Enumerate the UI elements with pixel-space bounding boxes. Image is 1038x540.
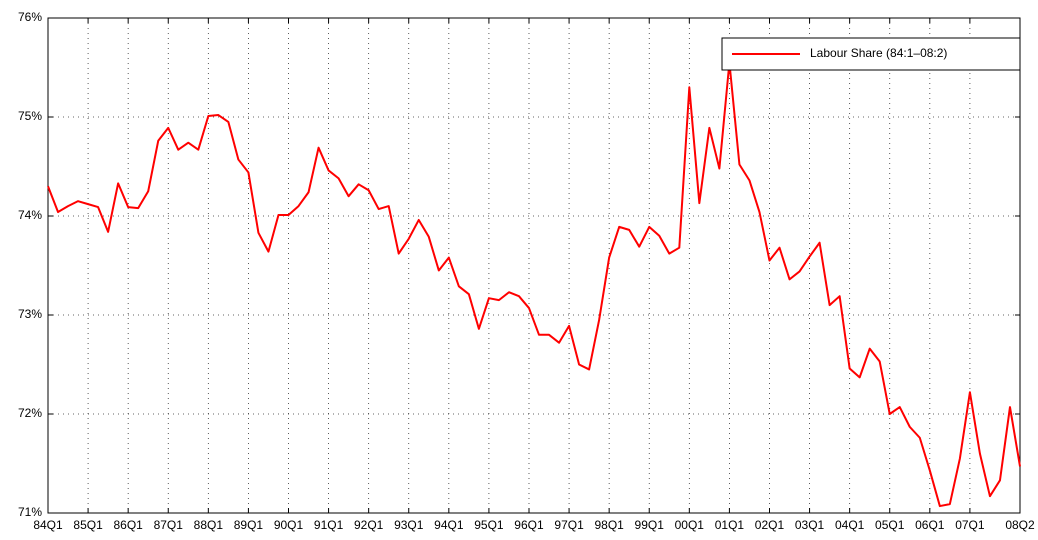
x-tick-label: 98Q1: [594, 518, 624, 532]
y-tick-label: 75%: [18, 109, 42, 123]
x-tick-label: 00Q1: [675, 518, 705, 532]
x-tick-label: 87Q1: [154, 518, 184, 532]
x-tick-label: 89Q1: [234, 518, 264, 532]
x-tick-label: 91Q1: [314, 518, 344, 532]
x-tick-label: 94Q1: [434, 518, 464, 532]
x-tick-label: 07Q1: [955, 518, 985, 532]
x-tick-label: 84Q1: [33, 518, 63, 532]
x-tick-label: 01Q1: [715, 518, 745, 532]
x-tick-label: 08Q2: [1005, 518, 1035, 532]
plot-area: [48, 18, 1020, 513]
x-tick-label: 97Q1: [554, 518, 584, 532]
x-tick-label: 03Q1: [795, 518, 825, 532]
y-tick-label: 76%: [18, 10, 42, 24]
data-line: [47, 61, 1021, 508]
axes-box: [47, 17, 1021, 514]
x-tick-label: 06Q1: [915, 518, 945, 532]
x-tick-label: 88Q1: [194, 518, 224, 532]
x-tick-label: 93Q1: [394, 518, 424, 532]
x-tick-label: 99Q1: [635, 518, 665, 532]
x-tick-label: 90Q1: [274, 518, 304, 532]
x-tick-label: 86Q1: [113, 518, 143, 532]
y-tick-label: 72%: [18, 406, 42, 420]
x-tick-label: 05Q1: [875, 518, 905, 532]
x-tick-label: 95Q1: [474, 518, 504, 532]
x-tick-label: 96Q1: [514, 518, 544, 532]
x-tick-label: 02Q1: [755, 518, 785, 532]
legend-label: Labour Share (84:1–08:2): [810, 46, 947, 60]
y-tick-label: 74%: [18, 208, 42, 222]
x-tick-label: 85Q1: [73, 518, 103, 532]
y-tick-label: 73%: [18, 307, 42, 321]
x-tick-label: 04Q1: [835, 518, 865, 532]
x-tick-label: 92Q1: [354, 518, 384, 532]
y-tick-label: 71%: [18, 505, 42, 519]
